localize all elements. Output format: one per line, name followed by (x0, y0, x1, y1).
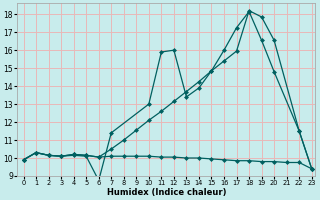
X-axis label: Humidex (Indice chaleur): Humidex (Indice chaleur) (107, 188, 226, 197)
